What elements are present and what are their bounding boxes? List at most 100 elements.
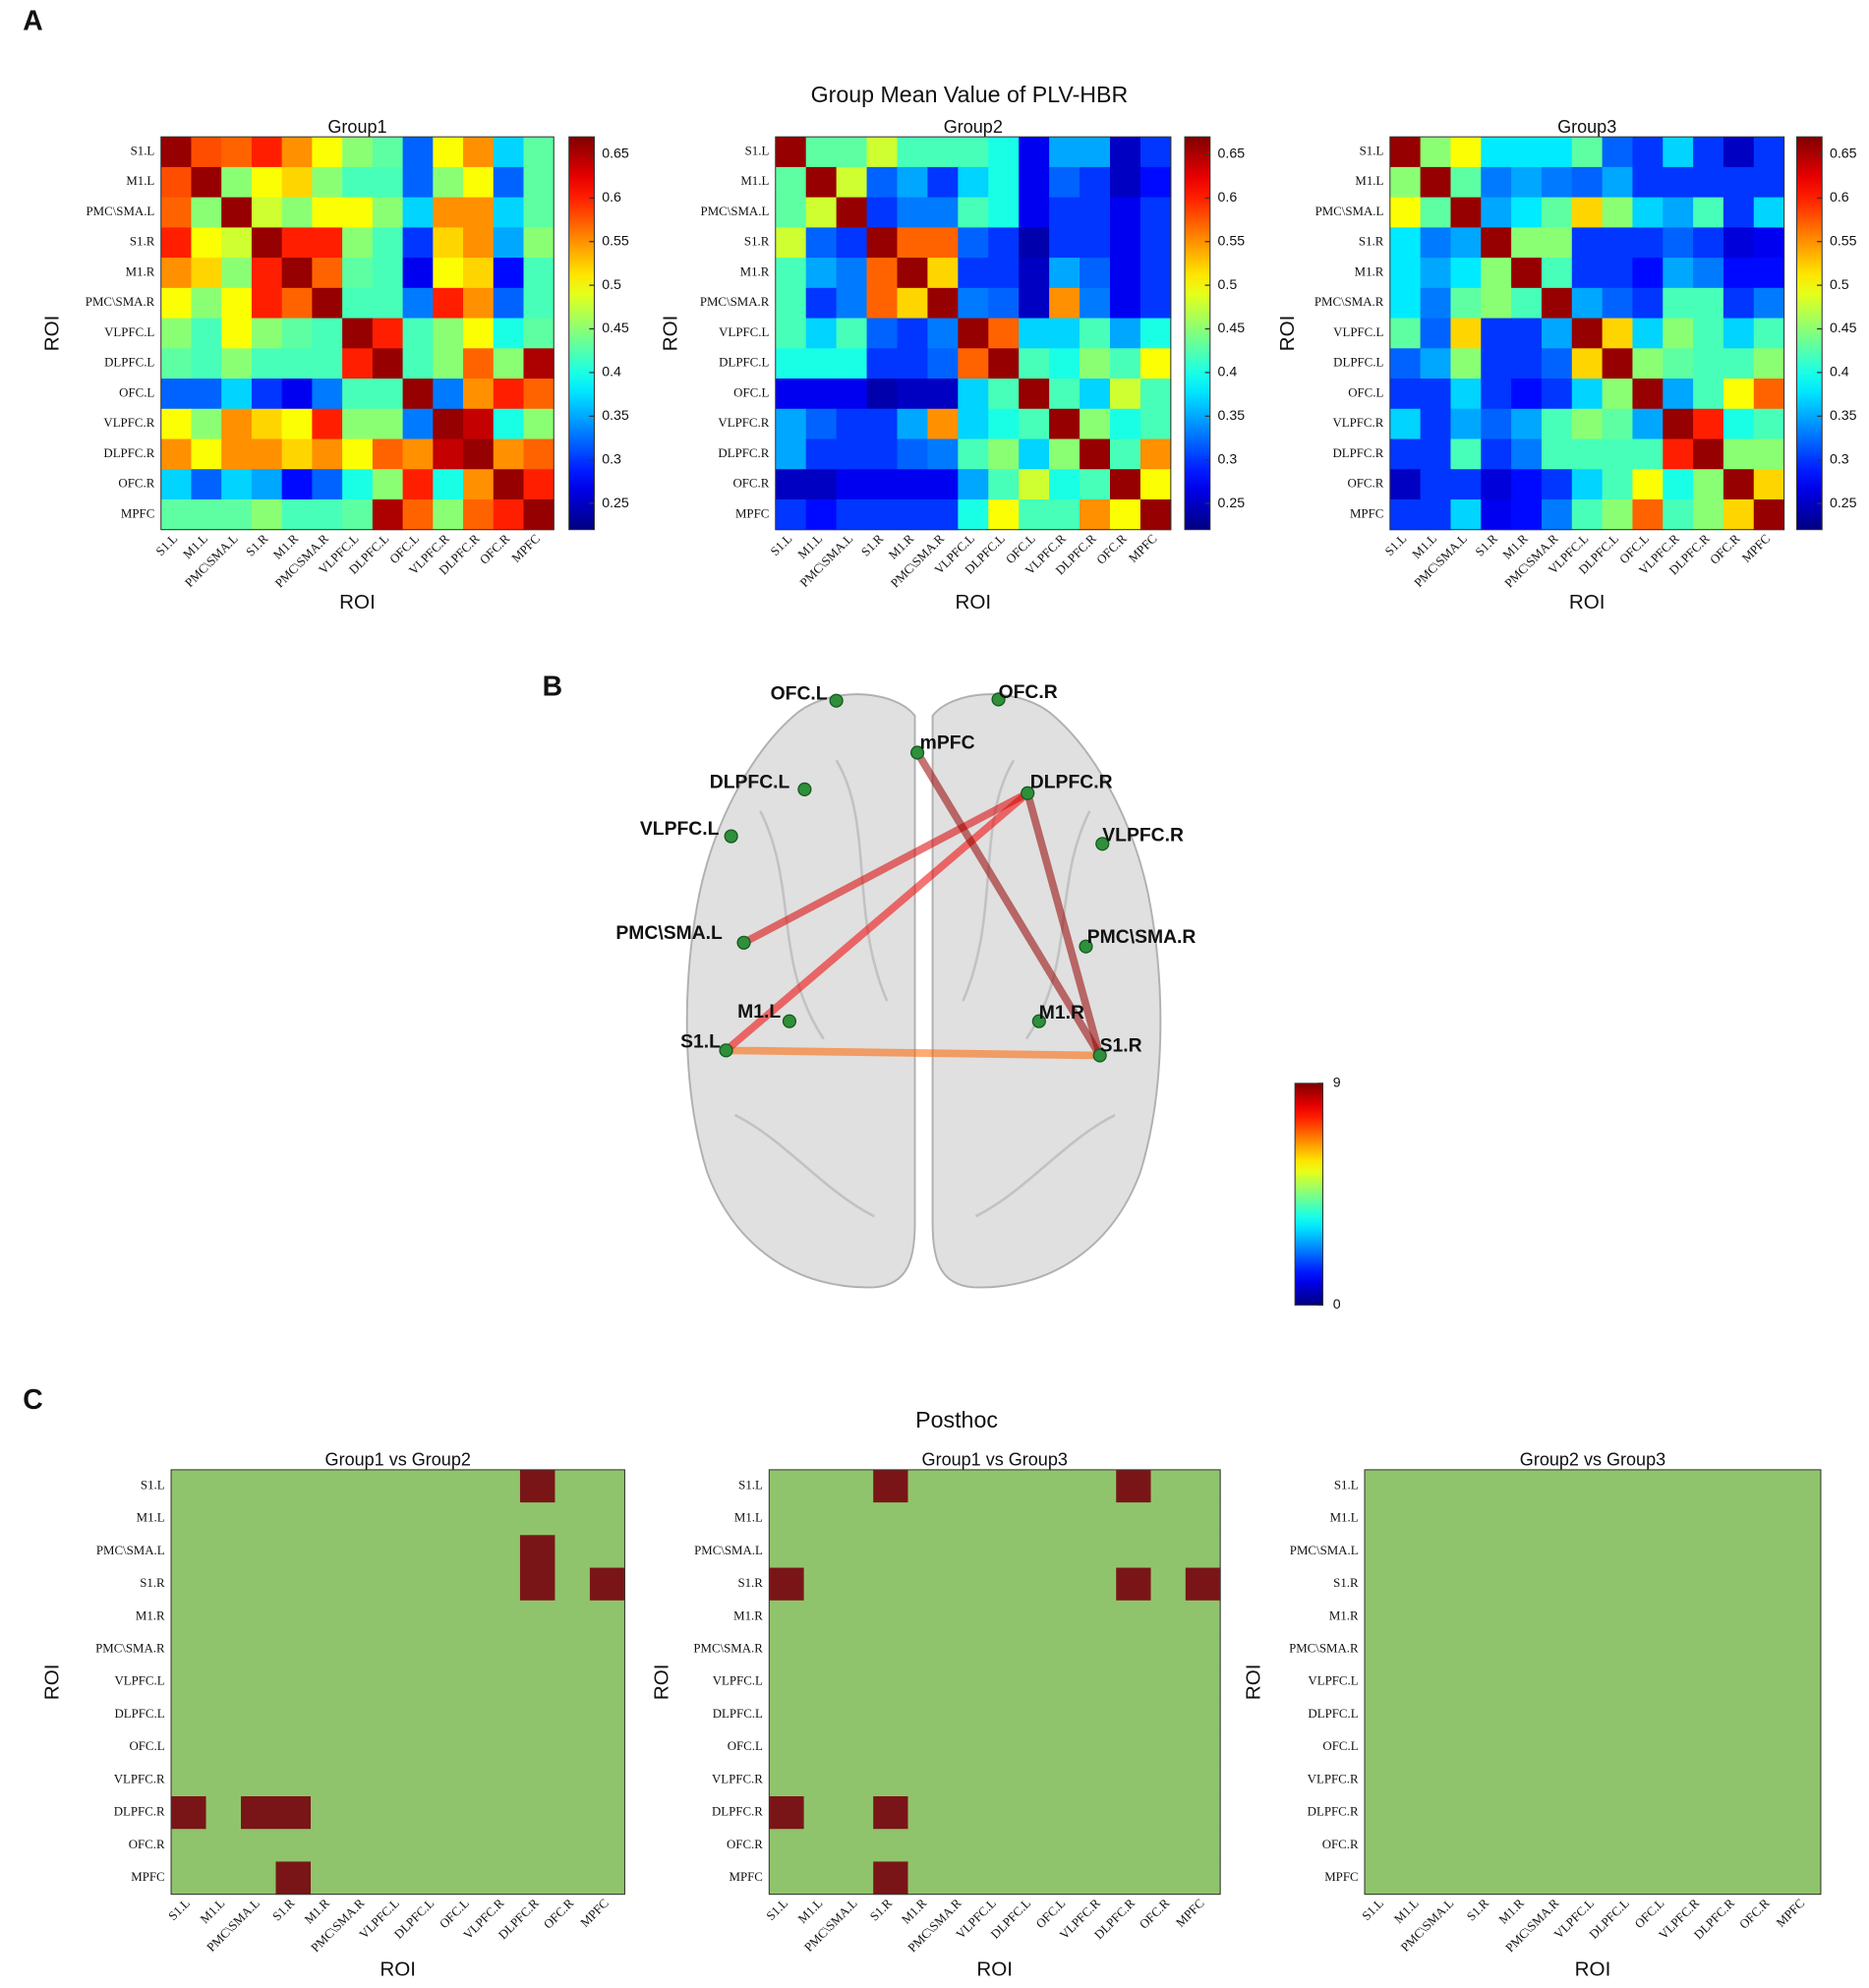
heatmap-cell — [1540, 1666, 1576, 1699]
heatmap-cell — [1540, 1698, 1576, 1732]
heatmap-cell — [1504, 1535, 1541, 1569]
heatmap-cell — [372, 287, 404, 320]
x-tick-label: S1.L — [153, 532, 180, 558]
heatmap-cell — [205, 1469, 242, 1503]
heatmap-cell — [1019, 227, 1050, 259]
heatmap-cell — [977, 1730, 1013, 1765]
heatmap-cell — [1081, 1730, 1117, 1765]
heatmap-cell — [205, 1730, 242, 1765]
heatmap-cell — [1019, 439, 1050, 470]
y-tick-label: VLPFC.R — [1332, 416, 1383, 430]
heatmap-cell — [1389, 498, 1422, 531]
heatmap-cell — [803, 1666, 840, 1699]
heatmap-cell — [415, 1632, 451, 1666]
heatmap-cell — [449, 1535, 486, 1569]
heatmap-cell — [1571, 348, 1604, 380]
heatmap-cell — [589, 1730, 625, 1765]
heatmap-cell — [1185, 1666, 1221, 1699]
heatmap-cell — [1049, 258, 1081, 289]
node-label: M1.L — [737, 1002, 781, 1023]
heatmap-cell — [523, 379, 555, 410]
heatmap-cell — [942, 1763, 978, 1797]
heatmap-cell — [1785, 1829, 1822, 1862]
y-tick-label: PMC\SMA.L — [701, 205, 770, 218]
heatmap-cell — [449, 1666, 486, 1699]
heatmap-cell — [775, 318, 807, 349]
heatmap-cell — [1365, 1829, 1401, 1862]
colorbar-tick-label: 0.25 — [1218, 496, 1246, 511]
y-axis-label: ROI — [651, 1664, 673, 1700]
heatmap-cell — [897, 408, 928, 440]
y-tick-label: PMC\SMA.L — [1315, 205, 1384, 218]
heatmap-cell — [312, 318, 343, 349]
x-tick-label: OFC.R — [1737, 1896, 1773, 1931]
subplot-title: Group1 vs Group2 — [325, 1450, 471, 1470]
heatmap-cell — [241, 1861, 277, 1896]
heatmap-cell — [803, 1861, 840, 1896]
heatmap-cell — [433, 408, 464, 440]
node-label: PMC\SMA.L — [615, 923, 723, 944]
y-tick-label: MPFC — [1324, 1870, 1358, 1884]
heatmap-cell — [1049, 227, 1081, 259]
heatmap-cell — [1632, 318, 1664, 349]
heatmap-cell — [1632, 166, 1664, 199]
y-tick-label: S1.R — [130, 235, 155, 249]
heatmap-cell — [1365, 1535, 1401, 1569]
heatmap-cell — [1150, 1600, 1187, 1634]
heatmap-cell — [1434, 1730, 1471, 1765]
heatmap-cell — [415, 1535, 451, 1569]
heatmap-cell — [1723, 439, 1755, 470]
heatmap-cell — [311, 1535, 347, 1569]
heatmap-cell — [977, 1600, 1013, 1634]
x-tick-label: MPFC — [509, 532, 543, 565]
heatmap-cell — [1663, 258, 1694, 289]
heatmap-cell — [555, 1829, 591, 1862]
heatmap-cell — [519, 1730, 555, 1765]
heatmap-cell — [1399, 1829, 1435, 1862]
heatmap-cell — [1481, 227, 1512, 259]
heatmap-cell — [805, 408, 838, 440]
heatmap-cell — [838, 1535, 874, 1569]
heatmap-cell — [1632, 287, 1664, 320]
heatmap-cell — [1540, 1730, 1576, 1765]
heatmap-cell — [433, 137, 464, 168]
y-tick-label: DLPFC.L — [719, 356, 769, 370]
heatmap-cell — [1645, 1535, 1681, 1569]
heatmap-cell — [1511, 498, 1543, 531]
x-tick-label: OFC.R — [1708, 531, 1743, 566]
heatmap-cell — [1019, 137, 1050, 168]
heatmap-cell — [402, 379, 434, 410]
heatmap-cell — [589, 1567, 625, 1602]
heatmap-cell — [1081, 1763, 1117, 1797]
heatmap-cell — [1470, 1796, 1506, 1830]
heatmap-cell — [160, 166, 192, 199]
heatmap-cell — [1723, 348, 1755, 380]
heatmap-cell — [463, 408, 495, 440]
heatmap-cell — [1109, 166, 1141, 199]
y-axis-label: ROI — [41, 316, 64, 352]
heatmap-cell — [380, 1567, 416, 1602]
heatmap-cell — [1541, 498, 1573, 531]
heatmap-cell — [275, 1600, 312, 1634]
heatmap-cell — [927, 469, 959, 500]
heatmap-cell — [1645, 1829, 1681, 1862]
heatmap-cell — [927, 439, 959, 470]
heatmap-cell — [775, 287, 807, 320]
y-tick-label: OFC.L — [1322, 1739, 1358, 1753]
heatmap-cell — [805, 287, 838, 320]
heatmap-cell — [1504, 1829, 1541, 1862]
y-tick-label: MPFC — [730, 1870, 763, 1884]
heatmap-cell — [1012, 1600, 1048, 1634]
heatmap-cell — [1609, 1567, 1647, 1602]
heatmap-cell — [1715, 1600, 1752, 1634]
y-tick-label: OFC.R — [129, 1838, 165, 1851]
heatmap-cell — [1511, 439, 1543, 470]
node-label: PMC\SMA.R — [1087, 927, 1197, 948]
heatmap-cell — [897, 197, 928, 228]
heatmap-cell — [1723, 137, 1755, 168]
heatmap-cell — [1575, 1567, 1611, 1602]
heatmap-cell — [1693, 287, 1724, 320]
heatmap-cell — [1185, 1502, 1221, 1536]
heatmap-cell — [372, 197, 404, 228]
heatmap-cell — [1571, 287, 1604, 320]
